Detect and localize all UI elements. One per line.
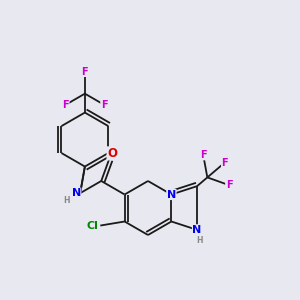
Text: N: N <box>72 188 81 198</box>
Text: F: F <box>200 150 206 160</box>
Text: Cl: Cl <box>86 220 98 230</box>
Text: F: F <box>226 180 232 190</box>
Text: F: F <box>101 100 107 110</box>
Text: F: F <box>221 158 228 167</box>
Text: H: H <box>196 236 202 245</box>
Text: F: F <box>62 100 69 110</box>
Text: F: F <box>82 67 88 76</box>
Text: N: N <box>167 190 176 200</box>
Text: H: H <box>63 196 69 205</box>
Text: O: O <box>107 147 117 160</box>
Text: N: N <box>192 225 202 235</box>
